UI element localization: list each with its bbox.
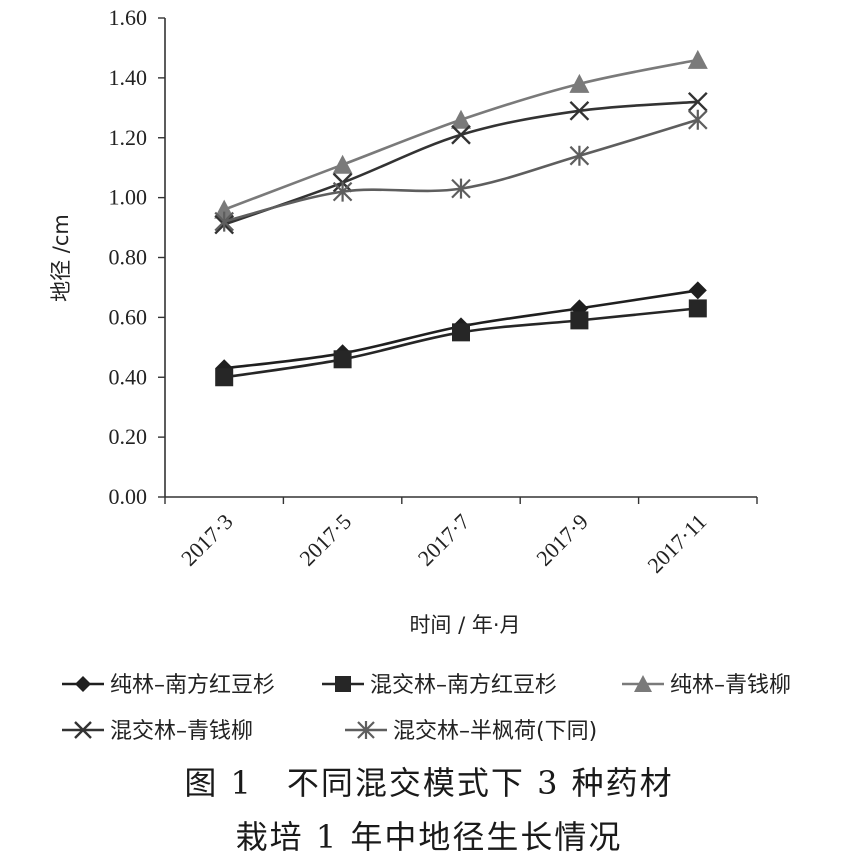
data-point <box>688 299 707 318</box>
x-tick-labels: 2017·3 2017·5 2017·7 2017·9 2017·11 <box>176 509 711 578</box>
y-tick-label: 1.40 <box>109 65 148 90</box>
data-point <box>452 323 470 342</box>
series-3 <box>214 49 708 219</box>
legend-marker <box>335 676 351 692</box>
axes <box>158 17 758 504</box>
data-point <box>688 109 708 130</box>
y-tick-label: 0.00 <box>109 484 148 509</box>
legend-label: 纯林–青钱柳 <box>670 673 791 698</box>
data-point <box>332 154 353 174</box>
x-tick-label: 2017·9 <box>531 509 593 571</box>
series-5 <box>214 109 708 232</box>
data-point <box>214 199 235 219</box>
x-axis-title: 时间 / 年·月 <box>409 613 520 637</box>
y-tick-label: 0.40 <box>109 364 148 389</box>
x-tick-label: 2017·7 <box>413 509 475 571</box>
legend-label: 混交林–南方红豆杉 <box>370 673 557 698</box>
legend-marker <box>75 676 91 692</box>
y-tick-label: 1.00 <box>109 185 148 210</box>
legend-item: 纯林–南方红豆杉 <box>62 673 275 698</box>
legend-item: 混交林–半枫荷(下同) <box>345 719 597 744</box>
series-2 <box>215 299 707 387</box>
legend-item: 混交林–青钱柳 <box>62 719 253 744</box>
data-point <box>688 281 707 300</box>
legend-marker <box>357 721 375 739</box>
y-tick-label: 0.60 <box>109 304 148 329</box>
data-point <box>570 311 589 330</box>
figure-caption-line-1: 图 1 不同混交模式下 3 种药材 <box>184 764 674 802</box>
y-axis-title: 地径 /cm <box>49 214 73 302</box>
data-point <box>333 350 352 369</box>
legend-marker <box>74 721 92 739</box>
legend-marker <box>634 675 652 692</box>
y-tick-label: 1.20 <box>109 125 148 150</box>
data-point <box>451 124 471 145</box>
legend-label: 混交林–半枫荷(下同) <box>393 719 597 744</box>
x-tick-label: 2017·3 <box>176 509 238 571</box>
legend-label: 纯林–南方红豆杉 <box>110 673 275 698</box>
x-tick-label: 2017·5 <box>294 509 356 571</box>
data-point <box>214 211 234 232</box>
data-point <box>215 368 234 387</box>
figure-caption-line-2: 栽培 1 年中地径生长情况 <box>235 818 623 856</box>
data-point <box>451 178 471 199</box>
data-point <box>687 91 708 112</box>
data-point <box>569 73 590 93</box>
series-layer <box>214 49 708 387</box>
y-tick-label: 1.60 <box>109 5 148 30</box>
y-tick-label: 0.80 <box>109 245 148 270</box>
legend-label: 混交林–青钱柳 <box>110 719 253 744</box>
x-tick-label: 2017·11 <box>642 509 711 578</box>
y-tick-labels: 0.00 0.20 0.40 0.60 0.80 1.00 1.20 1.40 1.60 <box>109 5 148 509</box>
data-point <box>687 49 708 69</box>
y-tick-label: 0.20 <box>109 424 148 449</box>
data-point <box>569 100 590 121</box>
line-chart: 0.00 0.20 0.40 0.60 0.80 1.00 1.20 1.40 1.60 201… <box>49 5 791 744</box>
legend-item: 纯林–青钱柳 <box>622 673 791 698</box>
data-point <box>569 145 590 166</box>
legend-item: 混交林–南方红豆杉 <box>322 673 557 698</box>
data-point <box>332 181 353 202</box>
data-point <box>451 109 471 129</box>
